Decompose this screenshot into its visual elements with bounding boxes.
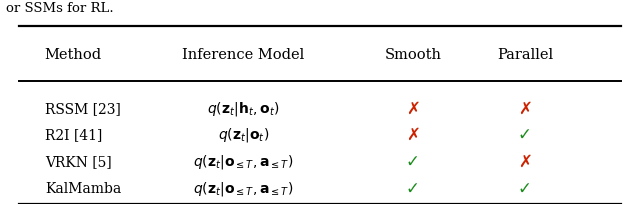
Text: Smooth: Smooth	[384, 48, 442, 62]
Text: Parallel: Parallel	[497, 48, 553, 62]
Text: VRKN [5]: VRKN [5]	[45, 154, 111, 168]
Text: Method: Method	[45, 48, 102, 62]
Text: $q(\mathbf{z}_t|\mathbf{h}_t, \mathbf{o}_t)$: $q(\mathbf{z}_t|\mathbf{h}_t, \mathbf{o}…	[207, 99, 280, 117]
Text: or SSMs for RL.: or SSMs for RL.	[6, 2, 114, 15]
Text: ✓: ✓	[406, 179, 420, 197]
Text: R2I [41]: R2I [41]	[45, 128, 102, 142]
Text: ✗: ✗	[518, 99, 532, 117]
Text: RSSM [23]: RSSM [23]	[45, 101, 121, 115]
Text: Inference Model: Inference Model	[182, 48, 305, 62]
Text: ✓: ✓	[518, 179, 532, 197]
Text: $q(\mathbf{z}_t|\mathbf{o}_{\leq T}, \mathbf{a}_{\leq T})$: $q(\mathbf{z}_t|\mathbf{o}_{\leq T}, \ma…	[193, 179, 293, 197]
Text: $q(\mathbf{z}_t|\mathbf{o}_{\leq T}, \mathbf{a}_{\leq T})$: $q(\mathbf{z}_t|\mathbf{o}_{\leq T}, \ma…	[193, 152, 293, 170]
Text: ✗: ✗	[518, 152, 532, 170]
Text: ✗: ✗	[406, 99, 420, 117]
Text: ✗: ✗	[406, 126, 420, 144]
Text: KalMamba: KalMamba	[45, 181, 121, 195]
Text: ✓: ✓	[406, 152, 420, 170]
Text: $q(\mathbf{z}_t|\mathbf{o}_t)$: $q(\mathbf{z}_t|\mathbf{o}_t)$	[218, 126, 269, 144]
Text: ✓: ✓	[518, 126, 532, 144]
